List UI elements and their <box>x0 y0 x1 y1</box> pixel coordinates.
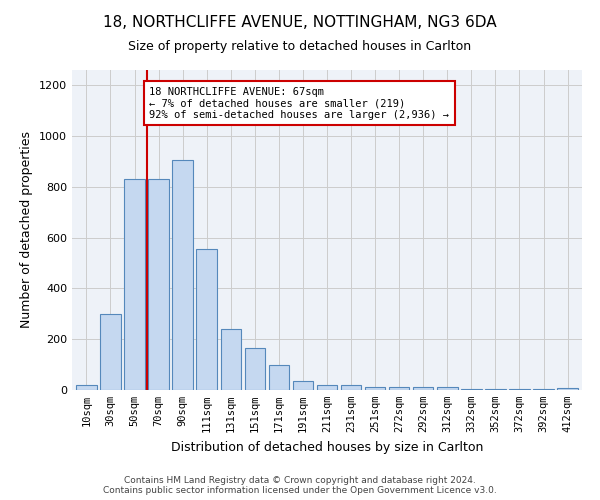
Text: Contains HM Land Registry data © Crown copyright and database right 2024.
Contai: Contains HM Land Registry data © Crown c… <box>103 476 497 495</box>
Bar <box>437 388 458 390</box>
Bar <box>245 348 265 390</box>
X-axis label: Distribution of detached houses by size in Carlton: Distribution of detached houses by size … <box>171 440 483 454</box>
Bar <box>196 249 217 390</box>
Bar <box>148 179 169 390</box>
Bar <box>76 385 97 390</box>
Bar <box>269 364 289 390</box>
Bar <box>100 314 121 390</box>
Bar <box>461 388 482 390</box>
Bar <box>124 179 145 390</box>
Bar <box>557 388 578 390</box>
Bar <box>341 385 361 390</box>
Bar <box>389 388 409 390</box>
Bar <box>509 388 530 390</box>
Bar <box>413 388 433 390</box>
Text: 18 NORTHCLIFFE AVENUE: 67sqm
← 7% of detached houses are smaller (219)
92% of se: 18 NORTHCLIFFE AVENUE: 67sqm ← 7% of det… <box>149 86 449 120</box>
Bar <box>221 329 241 390</box>
Bar <box>172 160 193 390</box>
Bar <box>293 381 313 390</box>
Bar <box>317 385 337 390</box>
Y-axis label: Number of detached properties: Number of detached properties <box>20 132 34 328</box>
Bar <box>485 388 506 390</box>
Bar <box>365 387 385 390</box>
Text: 18, NORTHCLIFFE AVENUE, NOTTINGHAM, NG3 6DA: 18, NORTHCLIFFE AVENUE, NOTTINGHAM, NG3 … <box>103 15 497 30</box>
Bar <box>533 388 554 390</box>
Text: Size of property relative to detached houses in Carlton: Size of property relative to detached ho… <box>128 40 472 53</box>
